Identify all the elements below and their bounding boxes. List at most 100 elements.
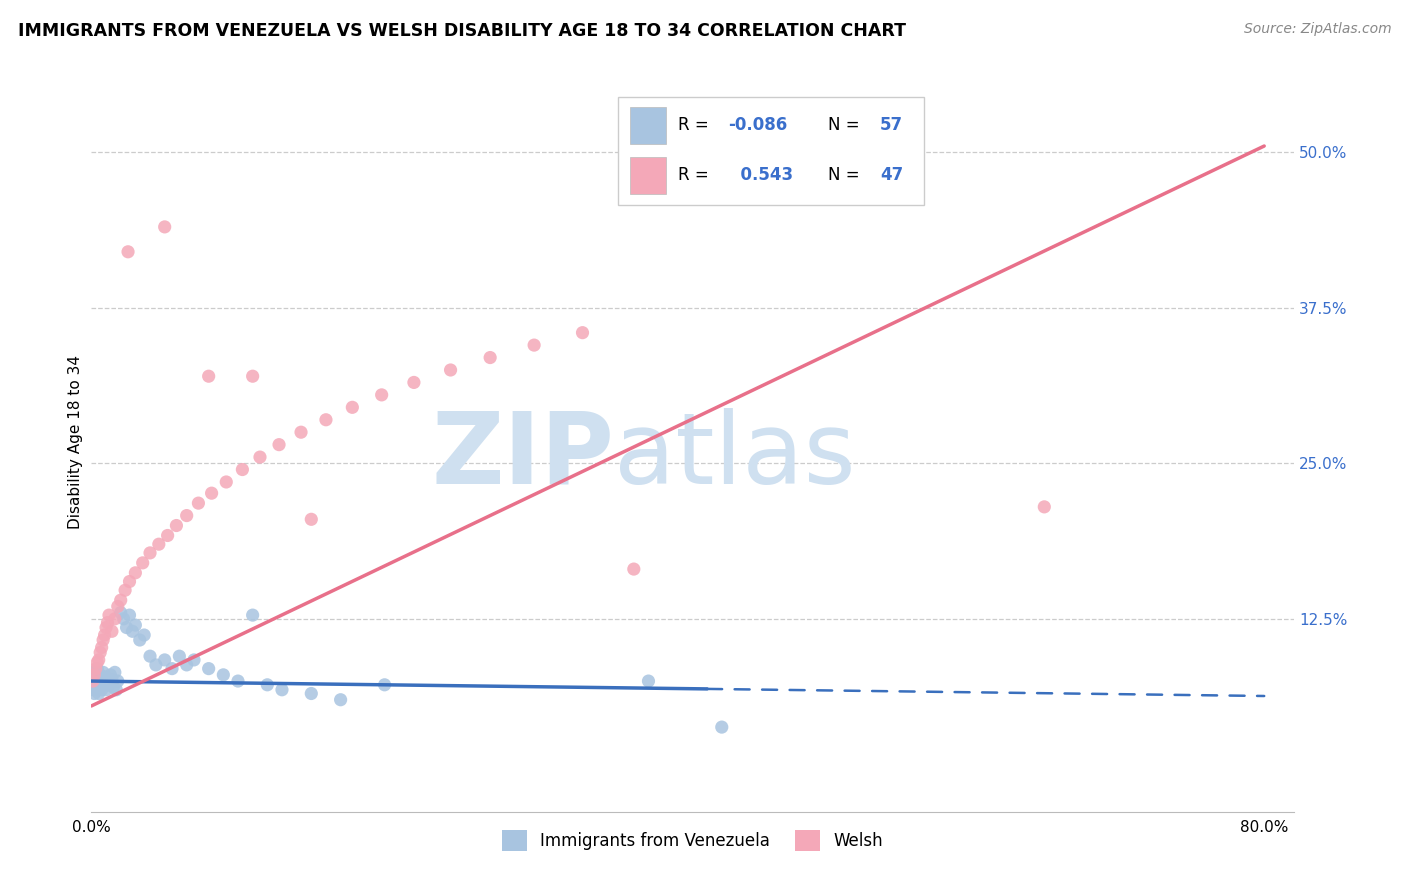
- Point: [115, 621, 138, 635]
- Point: [370, 388, 392, 402]
- Point: [329, 692, 352, 706]
- Point: [145, 657, 167, 672]
- Point: [439, 363, 461, 377]
- Point: [710, 720, 733, 734]
- Point: [153, 219, 176, 234]
- Point: [139, 546, 162, 560]
- Point: [124, 618, 146, 632]
- Point: [249, 450, 271, 464]
- Point: [86, 656, 108, 670]
- Point: [118, 574, 141, 589]
- Point: [89, 681, 111, 695]
- Point: [215, 475, 238, 489]
- Point: [84, 668, 107, 682]
- Point: [91, 678, 114, 692]
- Point: [93, 673, 115, 687]
- Point: [226, 674, 249, 689]
- Point: [117, 244, 139, 259]
- Point: [82, 682, 104, 697]
- Point: [128, 632, 150, 647]
- Point: [299, 512, 322, 526]
- Point: [271, 682, 294, 697]
- Point: [156, 528, 179, 542]
- Point: [169, 649, 191, 664]
- Point: [176, 657, 198, 672]
- Point: [82, 678, 104, 692]
- Point: [267, 437, 290, 451]
- Point: [183, 653, 205, 667]
- Point: [83, 665, 105, 680]
- Point: [176, 508, 198, 523]
- Point: [84, 681, 107, 695]
- Point: [82, 674, 104, 689]
- Point: [148, 537, 170, 551]
- Text: N =: N =: [828, 166, 865, 184]
- Point: [299, 686, 322, 700]
- Point: [89, 645, 111, 659]
- Point: [104, 612, 127, 626]
- Point: [479, 351, 502, 365]
- Point: [83, 668, 105, 682]
- Point: [89, 668, 111, 682]
- Point: [94, 682, 117, 697]
- Point: [87, 686, 110, 700]
- Point: [105, 682, 128, 697]
- Point: [153, 653, 176, 667]
- Point: [91, 632, 114, 647]
- Point: [187, 496, 209, 510]
- Point: [90, 682, 112, 697]
- Point: [101, 673, 124, 687]
- Point: [623, 562, 645, 576]
- Point: [121, 624, 143, 639]
- FancyBboxPatch shape: [617, 97, 925, 204]
- Point: [160, 662, 183, 676]
- Point: [165, 518, 187, 533]
- Point: [1033, 500, 1056, 514]
- Point: [197, 369, 219, 384]
- Point: [87, 678, 110, 692]
- Point: [90, 674, 112, 689]
- Point: [101, 624, 124, 639]
- Point: [86, 662, 108, 676]
- Text: ZIP: ZIP: [432, 408, 614, 505]
- Legend: Immigrants from Venezuela, Welsh: Immigrants from Venezuela, Welsh: [494, 822, 891, 859]
- Point: [242, 608, 264, 623]
- Point: [94, 670, 117, 684]
- Text: N =: N =: [828, 117, 865, 135]
- Text: 57: 57: [880, 117, 903, 135]
- Text: 0.543: 0.543: [728, 166, 793, 184]
- FancyBboxPatch shape: [630, 107, 666, 144]
- Point: [107, 674, 129, 689]
- FancyBboxPatch shape: [630, 156, 666, 194]
- Point: [571, 326, 593, 340]
- Point: [231, 462, 253, 476]
- Point: [637, 674, 659, 689]
- Point: [342, 401, 364, 415]
- Point: [523, 338, 546, 352]
- Text: R =: R =: [678, 166, 714, 184]
- Point: [256, 678, 278, 692]
- Point: [86, 682, 108, 697]
- Point: [100, 668, 122, 682]
- Point: [94, 621, 117, 635]
- Point: [131, 556, 153, 570]
- Point: [93, 628, 115, 642]
- Text: IMMIGRANTS FROM VENEZUELA VS WELSH DISABILITY AGE 18 TO 34 CORRELATION CHART: IMMIGRANTS FROM VENEZUELA VS WELSH DISAB…: [18, 22, 907, 40]
- Point: [242, 369, 264, 384]
- Point: [98, 678, 121, 692]
- Point: [87, 673, 110, 687]
- Point: [315, 413, 337, 427]
- Point: [402, 376, 425, 390]
- Point: [290, 425, 312, 440]
- Point: [87, 653, 110, 667]
- Point: [197, 662, 219, 676]
- Point: [107, 599, 129, 614]
- Text: 47: 47: [880, 166, 903, 184]
- Point: [114, 583, 136, 598]
- Point: [83, 670, 105, 684]
- Point: [110, 593, 132, 607]
- Point: [96, 674, 118, 689]
- Point: [96, 615, 118, 630]
- Point: [212, 668, 235, 682]
- Text: atlas: atlas: [614, 408, 856, 505]
